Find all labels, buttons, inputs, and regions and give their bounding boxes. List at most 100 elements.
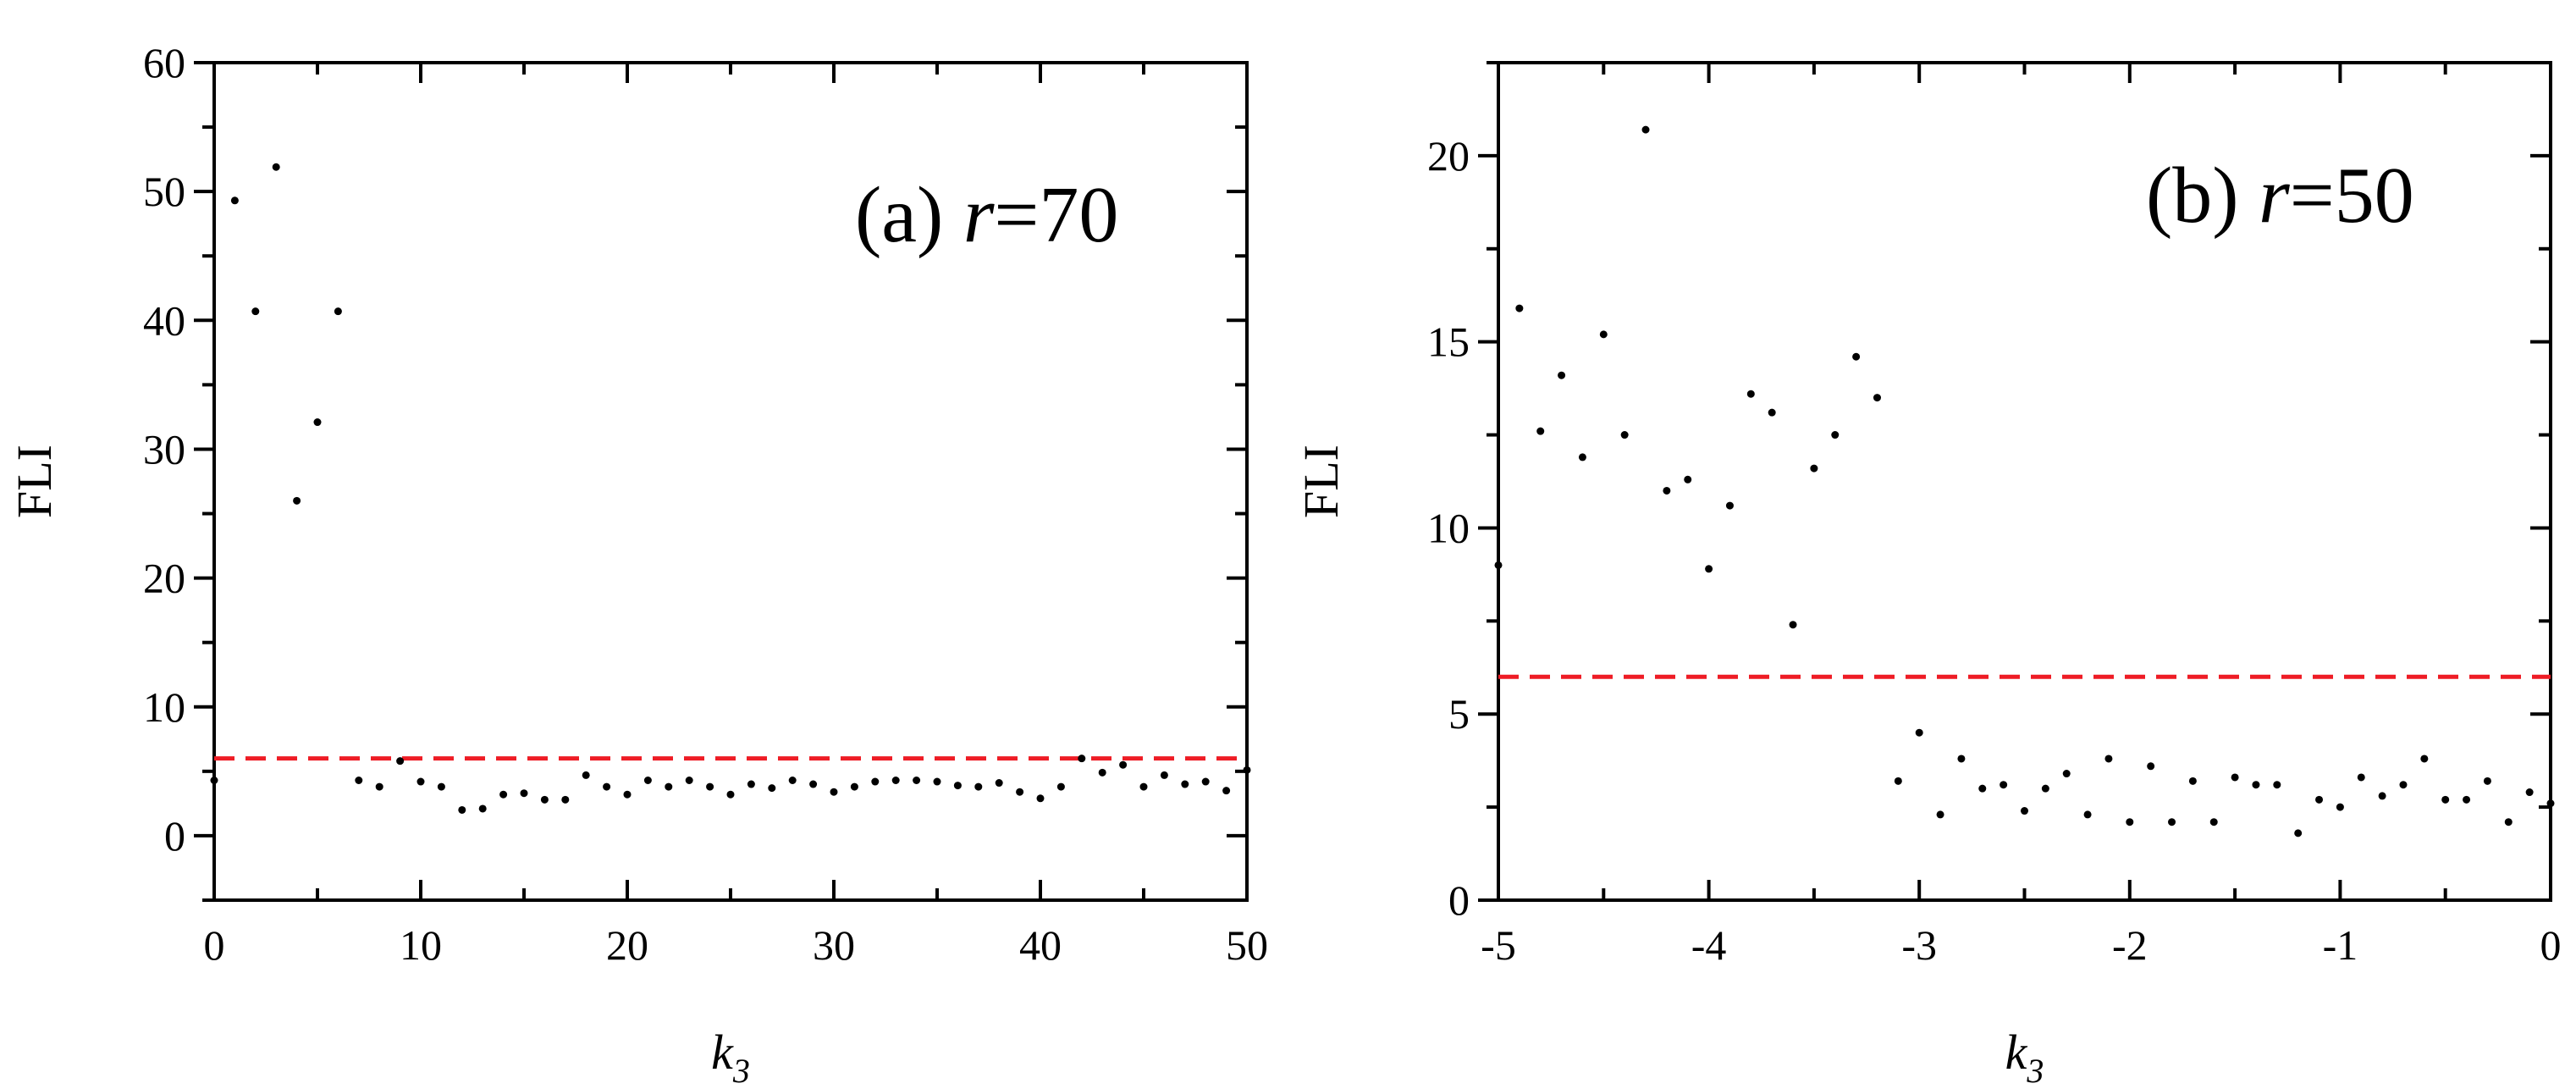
data-point bbox=[1894, 777, 1902, 785]
y-tick-label: 40 bbox=[143, 296, 185, 344]
data-point bbox=[2525, 788, 2534, 797]
panel-title-label: (b) bbox=[2146, 152, 2259, 240]
data-point bbox=[375, 782, 383, 791]
panel-title-value: =70 bbox=[994, 171, 1118, 259]
x-axis-label-sub: 3 bbox=[732, 1052, 750, 1089]
data-point bbox=[2126, 818, 2134, 826]
data-point bbox=[850, 782, 858, 791]
data-point bbox=[1119, 760, 1128, 769]
data-point bbox=[520, 789, 528, 798]
data-point bbox=[582, 771, 590, 779]
x-tick-label: 10 bbox=[400, 921, 442, 969]
x-tick-label: 30 bbox=[813, 921, 855, 969]
data-point bbox=[1873, 394, 1881, 402]
data-point bbox=[499, 790, 508, 799]
data-point bbox=[871, 777, 880, 786]
data-point bbox=[1663, 486, 1671, 495]
panel-0: 0 10 20 30 40 50 0 10 20 30 40 50 60 (a) r=70 k3 FLI bbox=[7, 39, 1268, 1089]
data-point bbox=[643, 776, 652, 784]
data-point bbox=[272, 163, 280, 171]
data-point bbox=[1494, 561, 1503, 569]
data-point bbox=[2504, 818, 2513, 826]
data-point bbox=[1831, 431, 1840, 439]
panel-title-label: (a) bbox=[855, 171, 963, 259]
data-point bbox=[2546, 799, 2555, 808]
panel-title-value: =50 bbox=[2290, 152, 2414, 240]
data-point bbox=[1810, 464, 1818, 473]
data-point bbox=[2083, 810, 2092, 819]
y-axis-label: FLI bbox=[7, 445, 62, 518]
data-point bbox=[1160, 771, 1168, 779]
data-point bbox=[1056, 782, 1065, 791]
y-tick-label: 0 bbox=[1448, 876, 1470, 924]
data-point bbox=[2399, 781, 2408, 789]
data-point bbox=[995, 779, 1003, 788]
data-point bbox=[768, 784, 776, 793]
data-point bbox=[1725, 501, 1734, 510]
data-point bbox=[1536, 427, 1545, 435]
data-point bbox=[953, 782, 962, 790]
y-axis-label: FLI bbox=[1294, 445, 1349, 518]
data-point bbox=[747, 780, 755, 788]
data-point bbox=[561, 795, 570, 804]
data-point bbox=[1641, 125, 1650, 134]
data-point bbox=[2357, 773, 2365, 782]
data-point bbox=[230, 196, 239, 205]
data-point bbox=[685, 776, 693, 784]
data-point bbox=[933, 777, 941, 786]
x-axis-label-main: k bbox=[711, 1025, 734, 1080]
data-point bbox=[1620, 431, 1629, 439]
y-tick-label: 0 bbox=[164, 812, 185, 860]
data-point bbox=[2231, 773, 2239, 782]
x-tick-label: -5 bbox=[1481, 921, 1516, 969]
x-tick-label: -4 bbox=[1691, 921, 1727, 969]
x-tick-label: 40 bbox=[1019, 921, 1062, 969]
data-point bbox=[1558, 371, 1566, 379]
data-point bbox=[2021, 807, 2028, 815]
data-point bbox=[2294, 829, 2303, 837]
x-tick-label: 0 bbox=[2540, 921, 2562, 969]
data-point bbox=[974, 782, 983, 791]
data-point bbox=[1599, 330, 1608, 339]
data-point bbox=[458, 805, 466, 814]
y-tick-label: 5 bbox=[1448, 690, 1470, 738]
data-point bbox=[2147, 762, 2155, 771]
data-point bbox=[891, 776, 900, 784]
x-tick-label: -3 bbox=[1901, 921, 1937, 969]
data-point bbox=[788, 776, 797, 784]
data-point bbox=[1957, 755, 1966, 763]
data-point bbox=[1915, 728, 1923, 737]
data-point bbox=[1746, 390, 1755, 398]
data-point bbox=[355, 776, 363, 784]
data-point bbox=[1036, 794, 1045, 803]
panel-title: (a) r=70 bbox=[855, 171, 1118, 259]
y-tick-label: 30 bbox=[143, 425, 185, 473]
data-point bbox=[1768, 408, 1776, 417]
data-point bbox=[830, 788, 838, 796]
x-axis-label-sub: 3 bbox=[2026, 1052, 2044, 1089]
data-point bbox=[1201, 777, 1210, 786]
y-tick-label: 20 bbox=[143, 555, 185, 602]
data-point bbox=[1852, 352, 1861, 361]
data-point bbox=[2209, 818, 2218, 826]
data-point bbox=[1789, 621, 1797, 629]
data-point bbox=[478, 804, 487, 813]
y-tick-label: 20 bbox=[1427, 132, 1470, 180]
data-point bbox=[665, 782, 673, 791]
data-point bbox=[2273, 781, 2281, 789]
panel-title-var: r bbox=[2259, 152, 2290, 240]
data-point bbox=[809, 780, 818, 788]
data-point bbox=[1078, 755, 1086, 763]
y-tick-label: 60 bbox=[143, 39, 185, 86]
data-point bbox=[2315, 795, 2324, 804]
data-point bbox=[2378, 792, 2386, 800]
data-point bbox=[2252, 781, 2260, 789]
data-point bbox=[2062, 770, 2071, 778]
data-point bbox=[1181, 780, 1189, 788]
data-point bbox=[726, 790, 735, 799]
data-point bbox=[437, 782, 445, 791]
data-point bbox=[603, 782, 611, 791]
x-tick-label: 20 bbox=[606, 921, 648, 969]
data-point bbox=[1222, 787, 1231, 795]
